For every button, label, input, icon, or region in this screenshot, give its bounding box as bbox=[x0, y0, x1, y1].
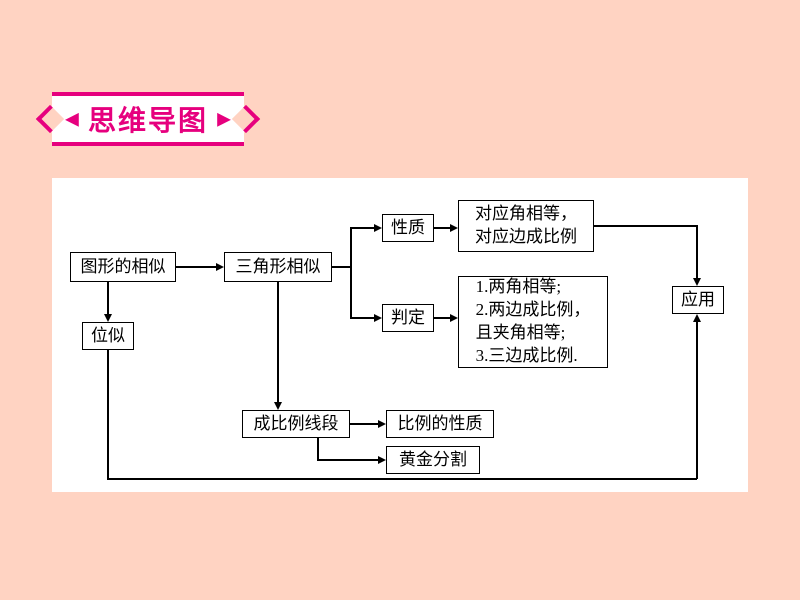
edge bbox=[350, 227, 376, 229]
chevron-left-icon: ◀ bbox=[65, 109, 79, 130]
node-criteria-detail: 1.两角相等; 2.两边成比例， 且夹角相等; 3.三边成比例. bbox=[458, 276, 608, 368]
edge bbox=[176, 266, 218, 268]
title-badge: ◀ 思维导图 ▶ bbox=[52, 92, 244, 146]
node-ratio-properties: 比例的性质 bbox=[386, 410, 494, 438]
edge bbox=[107, 478, 697, 480]
node-criteria: 判定 bbox=[382, 304, 434, 332]
arrow-right-icon bbox=[374, 314, 382, 322]
node-application: 应用 bbox=[672, 286, 724, 314]
arrow-right-icon bbox=[216, 263, 224, 271]
arrow-right-icon bbox=[450, 314, 458, 322]
arrow-right-icon bbox=[450, 224, 458, 232]
edge bbox=[317, 438, 319, 460]
arrow-down-icon bbox=[274, 402, 282, 410]
arrow-right-icon bbox=[378, 420, 386, 428]
node-golden-ratio: 黄金分割 bbox=[386, 446, 480, 474]
chevron-right-icon: ▶ bbox=[217, 109, 231, 130]
edge bbox=[107, 282, 109, 316]
edge bbox=[350, 317, 376, 319]
edge bbox=[696, 322, 698, 479]
arrow-down-icon bbox=[104, 314, 112, 322]
arrow-up-icon bbox=[693, 314, 701, 322]
node-homothety: 位似 bbox=[82, 322, 134, 350]
edge bbox=[696, 225, 698, 280]
badge-text: 思维导图 bbox=[88, 99, 208, 139]
arrow-down-icon bbox=[693, 278, 701, 286]
edge bbox=[317, 459, 380, 461]
node-properties: 性质 bbox=[382, 214, 434, 242]
edge bbox=[594, 225, 697, 227]
edge bbox=[350, 423, 380, 425]
edge bbox=[277, 282, 279, 404]
arrow-right-icon bbox=[374, 224, 382, 232]
arrow-right-icon bbox=[378, 456, 386, 464]
node-proportional-segments: 成比例线段 bbox=[242, 410, 350, 438]
edge bbox=[332, 266, 350, 268]
node-properties-detail: 对应角相等， 对应边成比例 bbox=[458, 200, 594, 252]
edge bbox=[107, 350, 109, 478]
flowchart-canvas: 图形的相似 位似 三角形相似 成比例线段 性质 判定 对应角相等， 对应边成比例… bbox=[52, 178, 748, 492]
node-similar-shapes: 图形的相似 bbox=[70, 252, 176, 282]
edge bbox=[350, 227, 352, 319]
node-triangle-similar: 三角形相似 bbox=[224, 252, 332, 282]
